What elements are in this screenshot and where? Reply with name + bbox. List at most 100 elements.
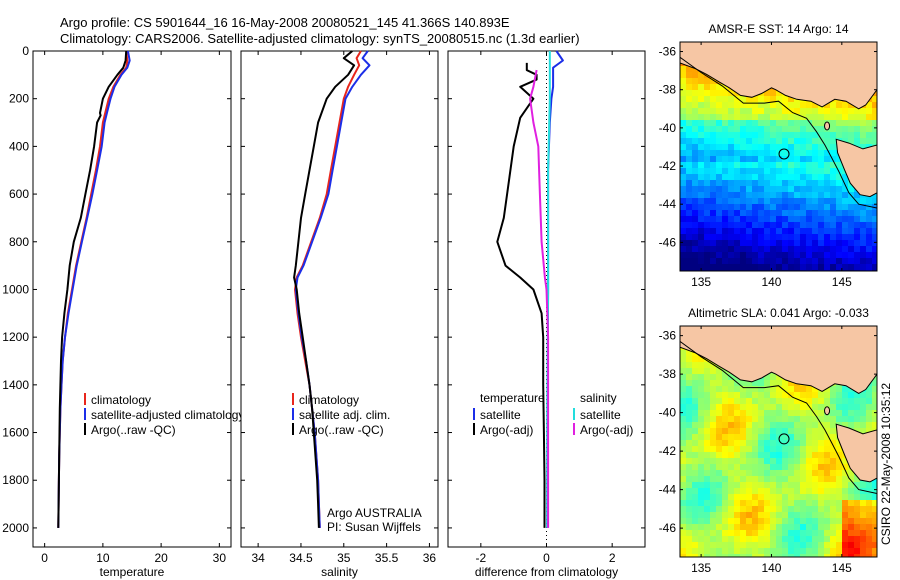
map-cell [770,404,777,411]
map-cell [788,96,795,103]
map-cell [752,440,759,447]
map-cell [758,198,765,205]
map-cell [752,198,759,205]
map-cell [734,410,741,417]
map-cell [692,548,699,555]
map-cell [752,228,759,235]
map-cell [812,174,819,181]
map-cell [830,240,837,247]
map-cell [824,240,831,247]
map-cell [818,512,825,519]
map-cell [728,458,735,465]
map-cell [812,168,819,175]
map-cell [686,494,693,501]
land-tasmania [835,423,877,483]
map-cell [776,428,783,435]
map-cell [806,518,813,525]
x-tick-label: 135 [691,275,711,289]
map-cell [680,482,687,489]
map-cell [800,422,807,429]
map-cell [680,210,687,217]
map-cell [800,180,807,187]
map-cell [818,246,825,253]
map-cell [692,524,699,531]
map-cell [776,500,783,507]
map-cell [842,192,849,199]
map-cell [764,518,771,525]
map-cell [782,126,789,133]
map-cell [836,500,843,507]
map-cell [686,264,693,271]
map-cell [830,162,837,169]
map-cell [734,186,741,193]
map-cell [860,488,867,495]
map-cell [788,440,795,447]
map-cell [758,452,765,459]
map-cell [770,458,777,465]
map-cell [740,392,747,399]
y-tick-label: 800 [9,235,29,249]
map-cell [692,234,699,241]
map-cell [698,168,705,175]
map-cell [680,476,687,483]
map-cell [686,216,693,223]
map-cell [812,452,819,459]
map-cell [794,156,801,163]
map-cell [764,246,771,253]
y-tick-label: -44 [659,483,677,497]
map-cell [842,180,849,187]
map-cell [686,132,693,139]
map-cell [848,138,855,145]
map-cell [824,168,831,175]
map-cell [710,114,717,121]
map-cell [800,204,807,211]
map-cell [716,252,723,259]
map-cell [842,476,849,483]
map-cell [794,150,801,157]
map-cell [824,542,831,549]
map-cell [806,476,813,483]
map-cell [722,422,729,429]
map-cell [800,524,807,531]
map-cell [740,518,747,525]
map-cell [836,536,843,543]
map-cell [836,222,843,229]
map-cell [794,180,801,187]
map-cell [710,156,717,163]
map-cell [806,500,813,507]
map-cell [746,536,753,543]
map-cell [698,90,705,97]
map-cell [704,108,711,115]
map-cell [698,264,705,271]
map-cell [698,524,705,531]
map-cell [692,132,699,139]
map-cell [812,204,819,211]
map-cell [782,264,789,271]
map-cell [692,204,699,211]
map-cell [692,434,699,441]
map-cell [860,554,867,557]
map-cell [800,530,807,537]
map-cell [782,258,789,265]
map-cell [848,132,855,139]
map-cell [740,440,747,447]
map-cell [836,102,843,109]
map-cell [734,464,741,471]
map-cell [746,186,753,193]
map-cell [836,446,843,453]
map-cell [872,494,877,501]
map-cell [758,470,765,477]
map-cell [848,186,855,193]
map-cell [728,506,735,513]
map-cell [848,102,855,109]
map-cell [776,464,783,471]
map-cell [686,506,693,513]
map-cell [770,410,777,417]
map-cell [764,482,771,489]
map-cell [770,96,777,103]
map-cell [782,446,789,453]
map-cell [698,422,705,429]
map-cell [734,488,741,495]
x-tick-label: 140 [761,561,781,575]
map-cell [722,144,729,151]
